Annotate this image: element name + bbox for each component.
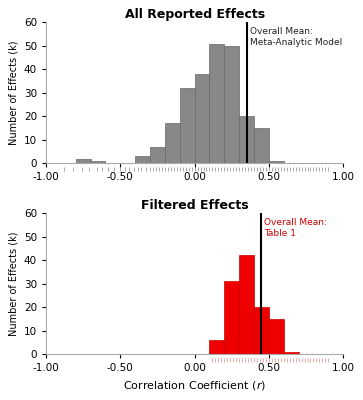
X-axis label: Correlation Coefficient ($r$): Correlation Coefficient ($r$) (123, 379, 266, 392)
Text: Overall Mean:
Meta-Analytic Model: Overall Mean: Meta-Analytic Model (250, 27, 342, 47)
Bar (165, 124, 180, 163)
Title: All Reported Effects: All Reported Effects (125, 8, 265, 21)
Bar (91, 161, 106, 163)
Bar (284, 352, 299, 354)
Bar (254, 307, 269, 354)
Bar (224, 281, 239, 354)
Bar (209, 340, 224, 354)
Bar (269, 161, 284, 163)
Y-axis label: Number of Effects (k): Number of Effects (k) (8, 232, 19, 336)
Bar (239, 116, 254, 163)
Bar (76, 159, 91, 163)
Text: Overall Mean:
Table 1: Overall Mean: Table 1 (264, 218, 327, 238)
Bar (239, 256, 254, 354)
Bar (224, 46, 239, 163)
Bar (269, 319, 284, 354)
Bar (254, 128, 269, 163)
Bar (209, 44, 224, 163)
Bar (135, 156, 150, 163)
Bar (195, 74, 209, 163)
Title: Filtered Effects: Filtered Effects (141, 199, 248, 212)
Y-axis label: Number of Effects (k): Number of Effects (k) (8, 41, 19, 145)
Bar (180, 88, 195, 163)
Bar (150, 147, 165, 163)
